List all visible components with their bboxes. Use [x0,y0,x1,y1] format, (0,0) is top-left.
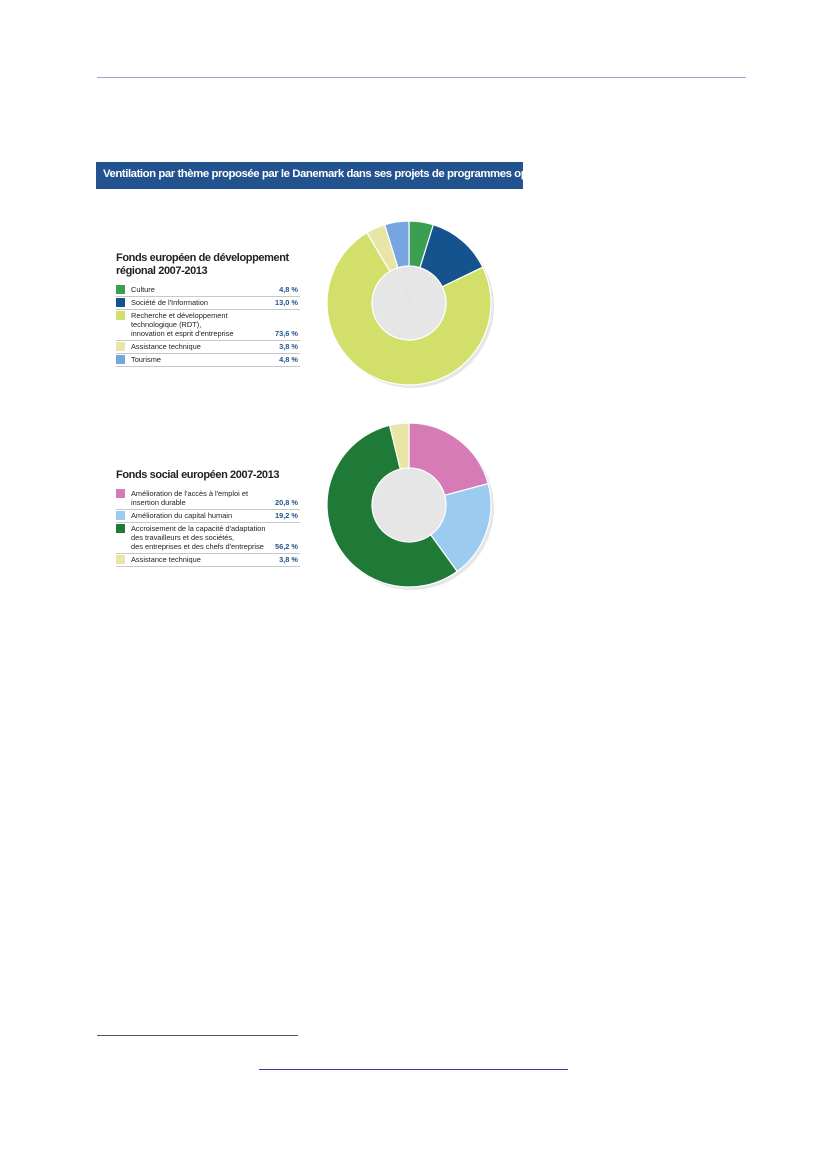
legend-swatch [116,524,125,533]
slice-guide-line [403,266,410,304]
donut-slice [326,424,459,588]
legend-value: 20,8 % [274,498,298,507]
legend-label-line: Accroisement de la capacité d'adaptation [131,524,266,533]
legend-swatch [116,511,125,520]
legend-value: 19,2 % [274,511,298,520]
slice-guide-line [404,468,410,506]
legend-item: Amélioration de l'accès à l'emploi et in… [116,488,300,510]
legend-item: Assistance technique 3,8 % [116,341,300,354]
legend-label-line: des travailleurs et des sociétés, [131,533,235,542]
legend-label: Accroisement de la capacité d'adaptation… [131,524,271,551]
slice-guide-line [408,266,415,304]
legend-rows-feder: Culture 4,8 % Société de l'Information 13,0… [116,284,300,367]
legend-label: Assistance technique [131,342,271,351]
legend-item: Assistance technique 3,8 % [116,554,300,567]
legend-item: Recherche et développement technologique… [116,310,300,341]
legend-swatch [116,355,125,364]
legend-feder: Fonds européen de développement régional… [116,252,300,367]
legend-value: 73,6 % [274,329,298,338]
legend-fse: Fonds social européen 2007-2013 Améliora… [116,469,300,567]
legend-swatch [116,489,125,498]
chart-banner: Ventilation par thème proposée par le Da… [96,162,583,189]
donut-chart-fse [326,422,494,590]
link-underline [259,1069,568,1070]
legend-label-line: des entreprises et des chefs d'entrepris… [131,542,264,551]
legend-swatch [116,555,125,564]
legend-label: Assistance technique [131,555,271,564]
legend-label-line: Amélioration de l'accès à l'emploi et in… [131,489,249,507]
legend-title-feder: Fonds européen de développement régional… [116,252,289,277]
legend-label-line: innovation et esprit d'entreprise [131,329,234,338]
legend-label-line: Assistance technique [131,555,201,564]
legend-rows-fse: Amélioration de l'accès à l'emploi et in… [116,488,300,567]
legend-label-line: Assistance technique [131,342,201,351]
legend-item: Amélioration du capital humain 19,2 % [116,510,300,523]
legend-label-line: Culture [131,285,155,294]
donut-chart-feder [326,220,494,388]
slice-guide-line [408,475,432,506]
legend-label-line: Amélioration du capital humain [131,511,233,520]
legend-label-line: Tourisme [131,355,161,364]
legend-item: Culture 4,8 % [116,284,300,297]
legend-value: 13,0 % [274,298,298,307]
legend-swatch [116,311,125,320]
banner-title: Ventilation par thème proposée par le Da… [103,168,584,180]
slice-guide-line [398,302,410,339]
legend-value: 3,8 % [279,342,298,351]
legend-value: 56,2 % [274,542,298,551]
legend-label: Société de l'Information [131,298,271,307]
donut-slice [326,231,492,386]
legend-label: Culture [131,285,271,294]
legend-label: Amélioration de l'accès à l'emploi et in… [131,489,271,507]
legend-value: 3,8 % [279,555,298,564]
legend-item: Accroisement de la capacité d'adaptation… [116,523,300,554]
slice-guide-line [408,274,434,304]
legend-value: 4,8 % [279,355,298,364]
legend-label-line: Recherche et développement technologique… [131,311,228,329]
donut-slice [383,220,410,269]
legend-title-fse: Fonds social européen 2007-2013 [116,469,280,481]
slice-guide-line [408,504,445,518]
legend-swatch [116,298,125,307]
donut-slice [429,482,492,573]
legend-label: Tourisme [131,355,271,364]
legend-label-line: Société de l'Information [131,298,209,307]
legend-label: Recherche et développement technologique… [131,311,271,338]
legend-swatch [116,285,125,294]
slice-guide-line [375,504,410,521]
slice-guide-line [393,269,410,304]
header-rule [97,77,746,78]
legend-swatch [116,342,125,351]
legend-label: Amélioration du capital humain [131,511,271,520]
legend-item: Société de l'Information 13,0 % [116,297,300,310]
legend-value: 4,8 % [279,285,298,294]
donut-slice [408,422,489,497]
legend-item: Tourisme 4,8 % [116,354,300,367]
donut-slice [388,422,410,470]
footnote-rule [97,1035,298,1036]
